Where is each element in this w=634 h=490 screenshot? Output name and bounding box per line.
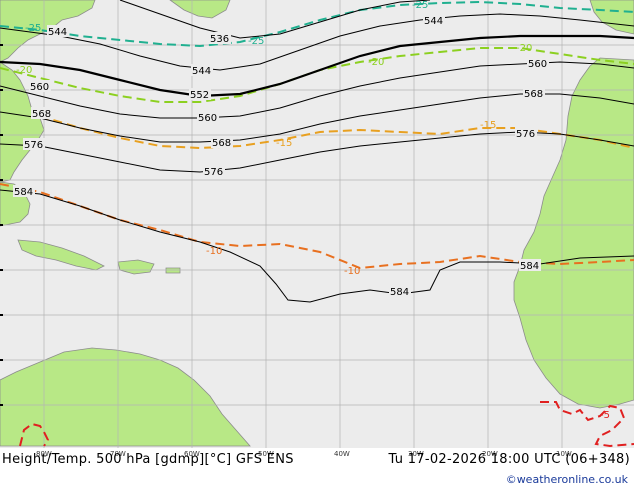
- height-label: 568: [524, 89, 543, 100]
- lon-label: 30W: [408, 450, 424, 458]
- height-contour-584: [0, 189, 634, 303]
- height-label: 568: [32, 109, 51, 120]
- height-label: 560: [528, 59, 547, 70]
- height-label: 584: [390, 287, 409, 298]
- height-label: 544: [192, 66, 211, 77]
- lon-label: 40W: [334, 450, 350, 458]
- height-labels: 536 544 544 544 552 560 560 560 568 568 …: [13, 14, 549, 298]
- temp-label: -15: [276, 138, 292, 149]
- height-label: 584: [14, 187, 33, 198]
- lon-label: 70W: [110, 450, 126, 458]
- temp-label: -10: [344, 266, 360, 277]
- temperature-labels: -25 -25 -25 -20 -20 -20 -15 -15 -10 -10 …: [16, 0, 610, 421]
- temp-contour-minus15: [39, 115, 634, 150]
- height-label: 568: [212, 138, 231, 149]
- temp-contour-minus5-left: [19, 422, 50, 447]
- temp-contour-minus5: [540, 401, 634, 448]
- temp-label: -20: [368, 57, 384, 68]
- valid-time: Tu 17-02-2026 18:00 UTC (06+348): [388, 452, 630, 467]
- land-south-america: [0, 347, 251, 447]
- temp-label: -5: [600, 410, 610, 421]
- temp-label: -20: [516, 43, 532, 54]
- height-label: 584: [520, 261, 539, 272]
- temp-label: -20: [16, 65, 32, 76]
- left-ticks: [0, 44, 3, 406]
- temp-label: -25: [25, 23, 41, 34]
- map-title: Height/Temp. 500 hPa [gdmp][°C] GFS ENS: [2, 452, 294, 467]
- credit-link[interactable]: ©weatheronline.co.uk: [505, 473, 628, 486]
- temp-label: -15: [480, 120, 496, 131]
- land-iberia: [589, 0, 634, 35]
- lon-label: 60W: [184, 450, 200, 458]
- height-label: 552: [190, 90, 209, 101]
- height-contour-536: [119, 0, 431, 39]
- land-puerto-rico: [165, 267, 181, 274]
- land-newfoundland: [169, 0, 231, 19]
- height-label: 576: [516, 129, 535, 140]
- graticule: [0, 0, 634, 448]
- temp-contour-minus25: [0, 0, 634, 48]
- lon-label: 50W: [258, 450, 274, 458]
- height-label: 576: [204, 167, 223, 178]
- lon-label: 10W: [556, 450, 572, 458]
- longitude-labels: 80W 70W 60W 50W 40W 30W 20W 10W: [36, 450, 572, 458]
- temp-label: -10: [206, 246, 222, 257]
- land: [0, 0, 634, 447]
- temp-label: -25: [248, 36, 264, 47]
- height-label: 560: [198, 113, 217, 124]
- temp-label: -25: [412, 0, 428, 11]
- height-label: 544: [424, 16, 443, 27]
- land-africa: [513, 57, 634, 409]
- height-label: 536: [210, 34, 229, 45]
- height-contour-552: [0, 34, 634, 98]
- lon-label: 80W: [36, 450, 52, 458]
- height-label: 576: [24, 140, 43, 151]
- height-label: 544: [48, 27, 67, 38]
- height-contour-544: [0, 13, 634, 71]
- lon-label: 20W: [482, 450, 498, 458]
- height-label: 560: [30, 82, 49, 93]
